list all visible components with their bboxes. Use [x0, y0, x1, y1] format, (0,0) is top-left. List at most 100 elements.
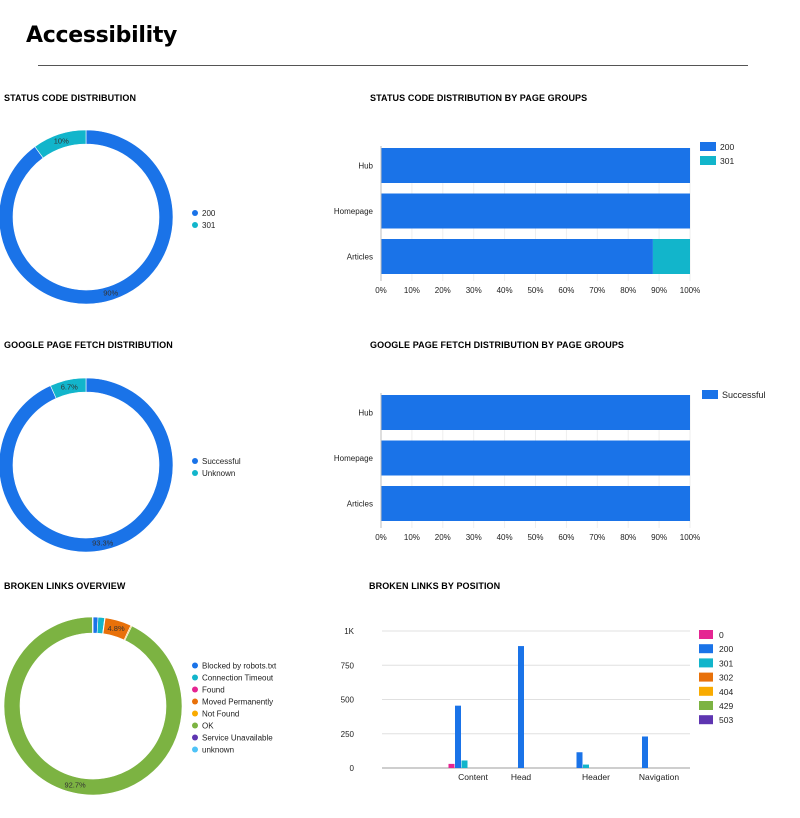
bar-head-200	[518, 646, 524, 768]
legend-label-not-found: Not Found	[202, 710, 239, 719]
legend-label-unknown: unknown	[202, 746, 234, 755]
legend-marker-503	[699, 715, 713, 724]
slice-label-ok: 92.7%	[64, 780, 86, 789]
legend-marker-successful	[192, 458, 198, 464]
x-tick-label: 80%	[620, 533, 636, 542]
legend-marker-successful	[702, 390, 718, 399]
legend-label-service-unavailable: Service Unavailable	[202, 734, 273, 743]
legend-marker-unknown	[192, 747, 198, 753]
category-label-hub: Hub	[358, 162, 373, 171]
x-tick-label: 40%	[497, 533, 513, 542]
legend-label-blocked-by-robots-txt: Blocked by robots.txt	[202, 662, 277, 671]
legend-label-connection-timeout: Connection Timeout	[202, 674, 274, 683]
legend-label-successful: Successful	[722, 390, 766, 400]
category-label-navigation: Navigation	[639, 772, 679, 782]
legend-marker-301	[192, 222, 198, 228]
bar-articles-successful	[381, 486, 690, 521]
legend-marker-200	[192, 210, 198, 216]
slice-successful	[0, 378, 173, 552]
bar-articles-301	[653, 239, 690, 274]
x-tick-label: 10%	[404, 286, 420, 295]
legend-label-200: 200	[720, 142, 734, 152]
status-code-donut-chart: 90% 10% 200 301	[0, 125, 330, 325]
legend-marker-blocked-by-robots-txt	[192, 663, 198, 669]
y-tick-label: 1K	[344, 627, 354, 636]
slice-label-unknown: 6.7%	[61, 382, 78, 391]
status-code-by-groups-chart: 0%10%20%30%40%50%60%70%80%90%100%HubHome…	[300, 140, 720, 340]
legend-marker-301	[699, 658, 713, 667]
status-code-by-groups-title: STATUS CODE DISTRIBUTION BY PAGE GROUPS	[370, 93, 587, 103]
legend-label-ok: OK	[202, 722, 214, 731]
x-tick-label: 90%	[651, 286, 667, 295]
x-tick-label: 20%	[435, 533, 451, 542]
legend-label-404: 404	[719, 687, 733, 697]
legend-label-301: 301	[719, 658, 733, 668]
legend-marker-service-unavailable	[192, 735, 198, 741]
slice-label-successful: 93.3%	[92, 539, 114, 548]
slice-200	[0, 130, 173, 304]
legend-marker-ok	[192, 723, 198, 729]
legend-label-200: 200	[719, 644, 733, 654]
title-divider	[38, 65, 748, 66]
legend-label-moved-permanently: Moved Permanently	[202, 698, 273, 707]
legend-marker-302	[699, 673, 713, 682]
slice-label-moved-permanently: 4.8%	[108, 624, 125, 633]
slice-ok	[4, 617, 182, 795]
bar-navigation-200	[642, 736, 648, 768]
broken-links-donut-chart: 4.8% 92.7% Blocked by robots.txt Connection…	[0, 612, 330, 812]
bar-content-301	[462, 760, 468, 768]
y-tick-label: 750	[341, 661, 355, 670]
legend-label-found: Found	[202, 686, 225, 695]
category-label-homepage: Homepage	[334, 454, 374, 463]
bar-articles-200	[381, 239, 653, 274]
x-tick-label: 30%	[466, 286, 482, 295]
bar-homepage-successful	[381, 441, 690, 476]
x-tick-label: 0%	[375, 533, 387, 542]
category-label-hub: Hub	[358, 409, 373, 418]
legend-label-301: 301	[202, 221, 216, 230]
bar-hub-200	[381, 148, 690, 183]
legend-marker-found	[192, 687, 198, 693]
legend-label-503: 503	[719, 715, 733, 725]
legend-label-200: 200	[202, 209, 216, 218]
y-tick-label: 0	[350, 764, 355, 773]
page-title: Accessibility	[26, 23, 177, 48]
x-tick-label: 80%	[620, 286, 636, 295]
legend-label-301: 301	[720, 156, 734, 166]
bar-homepage-200	[381, 194, 690, 229]
legend-label-0: 0	[719, 630, 724, 640]
x-tick-label: 90%	[651, 533, 667, 542]
legend-marker-not-found	[192, 711, 198, 717]
bar-header-301	[583, 765, 589, 768]
legend-marker-404	[699, 687, 713, 696]
bar-hub-successful	[381, 395, 690, 430]
legend-marker-429	[699, 701, 713, 710]
category-label-header: Header	[582, 772, 610, 782]
x-tick-label: 30%	[466, 533, 482, 542]
legend-label-302: 302	[719, 673, 733, 683]
bar-content-200	[455, 706, 461, 768]
x-tick-label: 0%	[375, 286, 387, 295]
x-tick-label: 50%	[527, 286, 543, 295]
legend-marker-200	[700, 142, 716, 151]
legend-marker-unknown	[192, 470, 198, 476]
y-tick-label: 500	[341, 696, 355, 705]
page-fetch-by-groups-chart: 0%10%20%30%40%50%60%70%80%90%100%HubHome…	[300, 387, 720, 587]
category-label-head: Head	[511, 772, 532, 782]
x-tick-label: 60%	[558, 533, 574, 542]
x-tick-label: 10%	[404, 533, 420, 542]
x-tick-label: 70%	[589, 286, 605, 295]
category-label-homepage: Homepage	[334, 207, 374, 216]
x-tick-label: 50%	[527, 533, 543, 542]
legend-marker-connection-timeout	[192, 675, 198, 681]
slice-label-301: 10%	[54, 136, 69, 145]
category-label-articles: Articles	[347, 500, 373, 509]
bar-content-0	[449, 764, 455, 768]
slice-label-200: 90%	[103, 289, 118, 298]
x-tick-label: 100%	[680, 286, 700, 295]
page-fetch-distribution-title: GOOGLE PAGE FETCH DISTRIBUTION	[4, 340, 173, 350]
legend-marker-200	[699, 644, 713, 653]
legend-marker-301	[700, 156, 716, 165]
